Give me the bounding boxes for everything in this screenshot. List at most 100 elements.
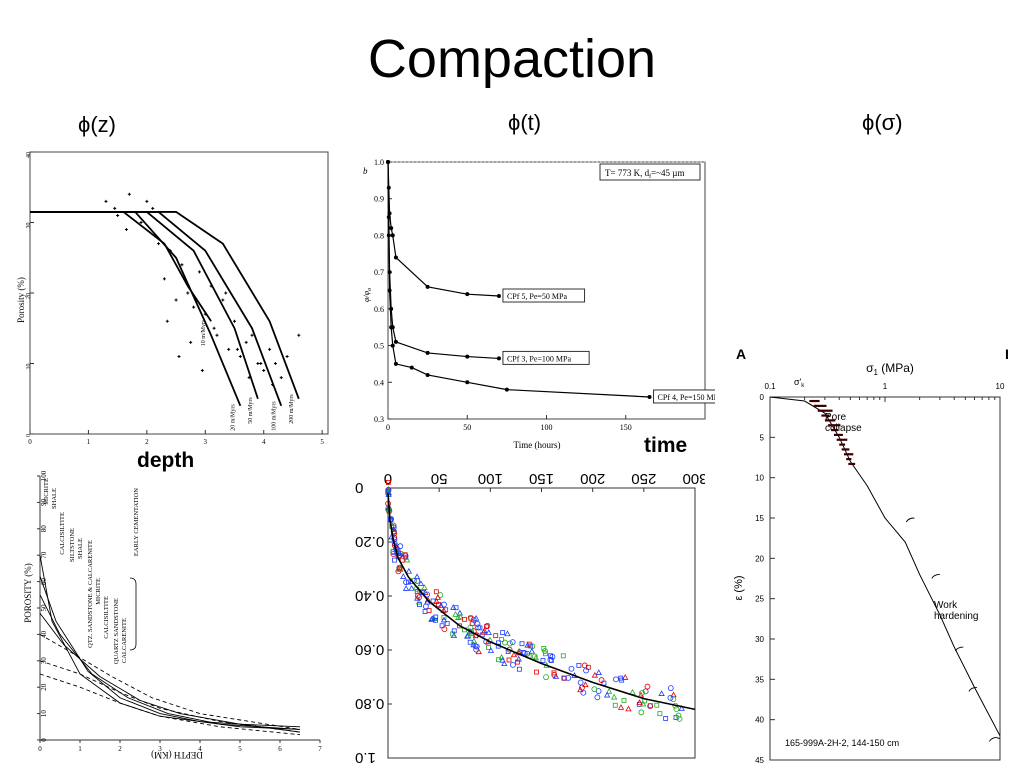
data-point [506,657,512,663]
data-point [642,688,649,695]
data-point [501,660,508,667]
y-tick-label: 0.4 [374,378,384,387]
data-point [673,706,680,712]
data-point [467,624,474,631]
data-point [528,647,536,654]
annotation-pore: Pore [825,412,847,423]
data-point [452,611,459,617]
y-tick-label: 40 [755,716,764,725]
data-point [256,362,260,365]
y-tick-label: 0.9 [374,195,384,204]
data-point [279,376,283,380]
y-tick-label: 15 [755,514,764,523]
data-point [385,485,392,492]
data-point [145,199,149,203]
y-tick-label: 30 [26,223,32,229]
y-tick-label: 20 [40,683,48,691]
curve-label: 10 m/Myrs [201,319,207,346]
time-label: time [644,434,688,457]
data-point [424,591,431,598]
data-point [618,675,624,681]
data-point [397,543,404,550]
data-point [549,653,556,660]
data-point [582,681,589,688]
lithology-curve-label: MICRITE [95,578,102,605]
y-tick-label: 0 [40,738,48,742]
model-curve [30,211,259,400]
series-line [387,161,499,360]
series-marker [393,255,398,260]
x-tick-label: 5 [320,438,324,446]
data-point [603,691,611,698]
data-point [397,565,403,571]
data-point [416,602,422,608]
data-point [421,584,428,590]
data-point [591,671,599,678]
data-point [408,584,415,591]
data-point [104,199,108,203]
x-tick-label: 150 [529,470,554,487]
panel-letter: A [736,346,746,362]
data-point [180,263,184,267]
annotation-collapse: collapse [825,423,862,434]
model-curve [30,211,283,407]
series-marker [393,339,398,344]
data-point [415,598,423,605]
data-point [397,565,404,572]
data-point [675,712,682,719]
data-point [124,228,128,232]
data-point [610,693,618,700]
x-tick-label: 1 [78,745,82,753]
data-point [658,690,665,696]
data-point [594,694,601,701]
partial-panel-letter: I [1005,346,1009,362]
data-point [464,632,471,639]
x-tick-label: 1 [87,438,91,446]
data-point [468,615,474,621]
data-point [548,653,553,659]
x-axis-label: DEPTH (KM) [151,750,203,760]
sigma-k-label: σ'k [794,377,805,389]
data-point [487,647,495,653]
y-tick-label: 25 [755,595,764,604]
y-tick-label: 100 [40,470,48,481]
data-point [667,694,674,701]
y-tick-label: 0.7 [374,268,384,277]
series-marker [386,160,390,164]
lithology-curve-label: QTZ. SANDSTONE & CALCARENITE [87,540,94,648]
y-tick-label: 0.80 [355,695,384,712]
data-point [552,673,560,679]
lithology-curve-label: MICRITE [43,478,50,505]
porosity-time-scatter-chart: 0 50 100 150 200 250 300 0 0.20 0.40 0.60 0.80 1.0 [355,470,705,766]
y-tick-label: 0 [760,393,765,402]
data-point [625,705,632,712]
data-point [496,657,501,663]
x-tick-label: 100 [541,423,553,432]
lithology-curve-label: CALCARENITE [121,618,128,663]
y-axis-label: ε (%) [733,575,745,600]
data-point [543,651,548,657]
x-tick-label: 7 [318,745,322,753]
data-point [644,683,651,690]
series-marker [390,343,395,348]
y-tick-label: 45 [755,756,764,765]
data-point [638,709,645,716]
data-point [385,480,391,485]
y-tick-label: 35 [755,675,764,684]
plot-frame [387,487,696,759]
data-point [551,672,558,678]
data-point [577,679,584,686]
header-phi-t: ϕ(t) [508,110,542,135]
data-point [388,516,395,523]
lithology-curve-label: CALCISILTITE [59,512,66,555]
curve-label: 200 m/Myrs [289,394,295,424]
y-tick-label: 90 [40,498,48,506]
data-point [417,580,425,587]
data-point [577,686,584,693]
x-tick-label: 100 [478,470,503,487]
series-marker [465,380,470,385]
data-point [399,557,405,563]
strain-stress-chart: A I σ1 (MPa) σ'k ε (%) Pore collapse Wor… [733,346,1009,765]
x-tick-label: 5 [238,745,242,753]
data-point [165,319,169,323]
